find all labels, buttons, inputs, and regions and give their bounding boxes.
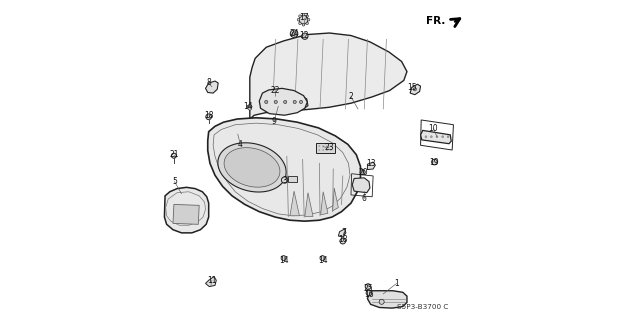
Polygon shape — [316, 143, 335, 153]
Text: 18: 18 — [204, 111, 213, 120]
Polygon shape — [321, 192, 328, 215]
Circle shape — [326, 145, 328, 147]
Text: FR.: FR. — [426, 16, 446, 26]
Circle shape — [299, 15, 301, 18]
Circle shape — [425, 136, 427, 138]
Polygon shape — [173, 204, 199, 224]
Text: S5P3-B3700 C: S5P3-B3700 C — [397, 304, 449, 310]
Circle shape — [248, 106, 252, 110]
Text: 16: 16 — [364, 290, 374, 299]
Polygon shape — [205, 277, 216, 286]
Polygon shape — [420, 130, 451, 144]
Circle shape — [447, 136, 449, 138]
Circle shape — [306, 22, 308, 25]
Circle shape — [282, 177, 288, 183]
Circle shape — [172, 153, 177, 158]
Text: 8: 8 — [206, 78, 211, 87]
Circle shape — [292, 32, 296, 35]
Circle shape — [430, 136, 432, 138]
Circle shape — [291, 30, 298, 37]
Polygon shape — [352, 178, 370, 193]
Polygon shape — [246, 104, 252, 109]
Polygon shape — [305, 193, 313, 216]
Polygon shape — [260, 93, 308, 113]
Polygon shape — [339, 229, 346, 237]
Polygon shape — [250, 33, 407, 119]
Circle shape — [300, 100, 303, 104]
Polygon shape — [259, 88, 307, 115]
Text: 12: 12 — [299, 31, 308, 40]
Circle shape — [323, 149, 324, 151]
Text: 7: 7 — [341, 228, 346, 237]
Circle shape — [326, 149, 328, 151]
Circle shape — [413, 88, 417, 91]
Circle shape — [330, 145, 332, 147]
Circle shape — [320, 256, 325, 261]
Circle shape — [366, 290, 372, 296]
Polygon shape — [164, 187, 209, 233]
Text: 11: 11 — [207, 276, 216, 285]
Polygon shape — [205, 81, 218, 93]
Circle shape — [281, 256, 286, 261]
Circle shape — [431, 159, 437, 165]
Text: 13: 13 — [367, 159, 376, 168]
Circle shape — [360, 170, 365, 175]
Text: 14: 14 — [317, 256, 327, 264]
Text: 17: 17 — [299, 13, 308, 22]
Text: 9: 9 — [272, 117, 276, 126]
Polygon shape — [367, 162, 375, 170]
Circle shape — [302, 13, 305, 16]
Circle shape — [284, 100, 287, 104]
Circle shape — [293, 100, 296, 104]
Polygon shape — [289, 176, 297, 182]
Circle shape — [442, 136, 444, 138]
Text: 5: 5 — [172, 177, 177, 186]
Polygon shape — [290, 191, 300, 216]
Circle shape — [302, 24, 305, 26]
Circle shape — [301, 33, 308, 39]
Circle shape — [299, 22, 301, 25]
Circle shape — [306, 15, 308, 18]
Text: 1: 1 — [394, 279, 399, 288]
Circle shape — [436, 136, 438, 138]
Circle shape — [265, 100, 268, 104]
Circle shape — [307, 19, 310, 21]
Circle shape — [362, 171, 364, 174]
Text: 15: 15 — [408, 83, 417, 92]
Text: 3: 3 — [282, 175, 287, 185]
Circle shape — [319, 145, 320, 147]
Circle shape — [340, 238, 346, 244]
Text: 23: 23 — [324, 143, 333, 152]
Polygon shape — [218, 143, 286, 192]
Circle shape — [330, 149, 332, 151]
Text: 6: 6 — [361, 194, 366, 203]
Text: 25: 25 — [364, 284, 373, 293]
Polygon shape — [333, 188, 339, 211]
Text: 20: 20 — [359, 168, 369, 177]
Text: 21: 21 — [169, 150, 179, 159]
Text: 19: 19 — [429, 158, 438, 167]
Polygon shape — [410, 84, 420, 95]
Circle shape — [206, 114, 212, 120]
Text: 14: 14 — [279, 256, 289, 264]
Circle shape — [323, 145, 324, 147]
Circle shape — [379, 299, 384, 304]
Text: 4: 4 — [238, 140, 243, 149]
Circle shape — [297, 19, 300, 21]
Polygon shape — [208, 118, 360, 221]
Text: 24: 24 — [289, 29, 299, 38]
Polygon shape — [367, 291, 407, 308]
Circle shape — [365, 284, 371, 289]
Text: 22: 22 — [270, 86, 280, 95]
Text: 18: 18 — [338, 235, 348, 244]
Circle shape — [299, 15, 308, 24]
Circle shape — [274, 100, 277, 104]
Text: 2: 2 — [349, 93, 353, 101]
Text: 14: 14 — [243, 102, 253, 111]
Text: 10: 10 — [428, 124, 438, 133]
Circle shape — [319, 149, 320, 151]
Polygon shape — [224, 148, 280, 187]
